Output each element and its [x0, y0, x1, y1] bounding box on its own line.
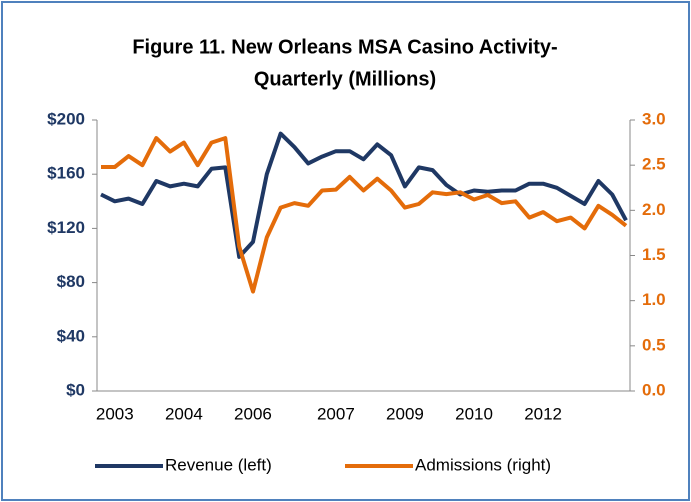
y2-tick-label: 0.0 [642, 380, 666, 399]
x-tick-label: 2012 [524, 404, 562, 423]
y2-tick-label: 3.0 [642, 109, 666, 128]
y-tick-label: $160 [47, 164, 85, 183]
series-line [100, 131, 628, 259]
y-tick-label: $0 [66, 380, 85, 399]
y2-tick-label: 0.5 [642, 335, 666, 354]
legend-label: Revenue (left) [165, 455, 272, 474]
y-tick-label: $80 [57, 272, 85, 291]
x-tick-label: 2003 [96, 404, 134, 423]
y-tick-label: $120 [47, 218, 85, 237]
legend-label: Admissions (right) [415, 455, 551, 474]
y2-tick-label: 1.5 [642, 245, 666, 264]
y-tick-label: $40 [57, 326, 85, 345]
x-tick-label: 2007 [317, 404, 355, 423]
y2-tick-label: 2.5 [642, 155, 666, 174]
y2-tick-label: 2.0 [642, 200, 666, 219]
chart-title: Quarterly (Millions) [254, 68, 436, 90]
y2-tick-label: 1.0 [642, 290, 666, 309]
chart-title: Figure 11. New Orleans MSA Casino Activi… [132, 36, 557, 58]
x-tick-label: 2006 [234, 404, 272, 423]
x-tick-label: 2004 [165, 404, 203, 423]
y-tick-label: $200 [47, 109, 85, 128]
series-line [101, 136, 628, 294]
x-tick-label: 2009 [386, 404, 424, 423]
x-tick-label: 2010 [455, 404, 493, 423]
